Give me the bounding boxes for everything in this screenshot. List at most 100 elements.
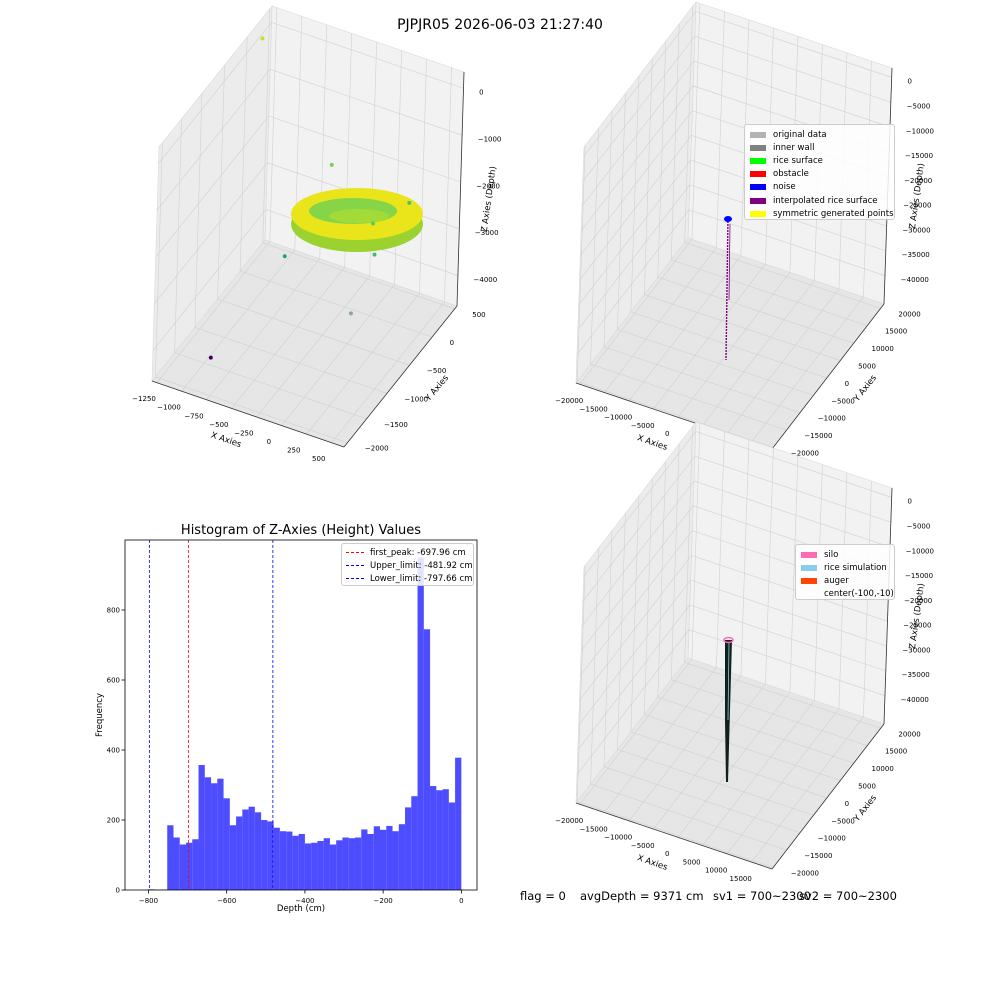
raw-gridline [231,33,352,409]
legend-swatch [750,197,766,204]
cls-y-tick-label: 10000 [872,345,894,353]
histogram-bar [423,629,431,890]
histogram-bar [248,806,255,890]
cls-gridline [677,36,799,418]
classify-3d-plot: −20000−15000−10000−500005000100001500020… [555,1,934,463]
histogram-legend-item: Lower_limit: -797.66 cm [346,572,472,585]
raw-z-tick-label: −2000 [476,182,500,190]
simulation-3d-plot: −20000−15000−10000−500005000100001500020… [555,421,934,883]
cls-gridline [644,58,841,361]
legend-swatch [750,171,766,178]
sim-z-axis-label: Z Axies (Depth) [908,583,927,650]
cls-gridline [702,44,823,426]
histogram-y-tick-label: 600 [107,677,120,685]
histogram-bar [279,831,287,890]
raw-x-tick-label: −750 [184,412,203,420]
legend-swatch [750,131,766,138]
sim-x-tick-label: 10000 [705,867,727,875]
sim-y-tick-label: −20000 [791,870,819,878]
legend-label: silo [824,549,839,560]
sim-x-tick-label: −5000 [631,842,655,850]
cls-y-tick-label: 5000 [858,363,876,371]
histogram-bar [298,834,305,890]
raw-gridline [256,41,377,418]
legend-label: obstacle [773,169,809,180]
sim-gridline [653,448,774,830]
histogram-y-tick-label: 200 [107,817,120,825]
sim-gridline [578,579,887,726]
histogram-frame [124,539,478,891]
sim-z-tick-label: −25000 [903,622,931,630]
histogram-bar [236,816,243,890]
classify-legend-item: interpolated rice surface [750,194,889,207]
raw-gridline [217,65,410,366]
sim-z-tick-label: 0 [907,498,911,506]
sim-x-tick-label: 5000 [683,858,701,866]
sim-z-tick-label: −35000 [902,671,930,679]
raw-gridline [331,67,452,443]
raw-x-tick-label: 500 [312,455,325,463]
sim-z-tick-label: −10000 [906,547,934,555]
raw-y-tick-label: 500 [472,311,485,319]
histogram-bar [229,825,237,890]
sim-gridline [604,431,725,813]
histogram-bar [261,820,268,890]
sim-gridline [617,513,814,816]
sim-gridline [579,423,701,805]
cls-gridline [653,28,774,410]
histogram-bar [192,839,199,890]
histogram-bar [223,798,230,890]
cls-y-axis [771,303,885,450]
classify-legend-item: original data [750,128,889,141]
sim-gridline [684,426,881,729]
raw-gridline [155,142,348,444]
raw-gridline [158,22,464,164]
legend-label: inner wall [773,142,815,153]
legend-line-swatch [346,552,364,554]
cls-x-tick-label: 0 [665,430,669,438]
histogram-bar [186,842,193,890]
classify-legend-item: inner wall [750,141,889,154]
raw-z-tick-label: −3000 [475,229,499,237]
raw-gridline [281,50,402,426]
raw-gridline [174,118,367,420]
raw-y-tick-label: −2000 [365,445,389,453]
sim-x-tick-label: −20000 [555,817,583,825]
sim-gridline [582,455,891,602]
raw-ring-core [329,209,389,223]
cls-gridline [670,23,868,327]
cls-x-tick-label: −10000 [604,414,632,422]
raw-outlier-point [371,221,376,226]
histogram-legend: first_peak: -697.96 cm Upper_limit: -481.… [341,543,474,586]
sim-y-axis-label: Y Axies [852,793,880,825]
sv1-text: sv1 = 700~2300 [713,889,811,903]
histogram-x-tick-label: −600 [217,897,236,905]
sim-y-axis [771,723,885,870]
raw-gridline [239,37,433,338]
raw-gridline [155,115,461,258]
cls-z-tick-label: −10000 [906,127,934,135]
raw-z-tick-label: −4000 [474,276,498,284]
cls-z-tick-label: −25000 [903,202,931,210]
classify-legend-item: rice surface [750,154,889,167]
sv2-text: sv2 = 700~2300 [799,889,897,903]
histogram-bar [398,824,406,890]
classify-legend-item: symmetric generated points [750,207,894,220]
histogram-bar [392,831,399,890]
histogram-bar [348,838,355,890]
classify-legend-item: noise [750,181,889,194]
histogram-bar [179,844,187,890]
raw-gridline [181,16,303,392]
histogram-legend-item: Upper_limit: -481.92 cm [346,559,473,572]
cls-z-tick-label: 0 [907,78,911,86]
sim-gridline [581,480,891,627]
legend-swatch [750,157,766,164]
raw-y-tick-label: −1000 [404,395,428,403]
cls-z-tick-label: −30000 [902,226,930,234]
cls-gridline [582,35,891,182]
histogram-bar [336,840,343,890]
cls-y-tick-label: −20000 [791,450,819,458]
sim-y-tick-label: 10000 [872,765,894,773]
histogram-bar [198,765,205,890]
histogram-bar [342,837,349,890]
